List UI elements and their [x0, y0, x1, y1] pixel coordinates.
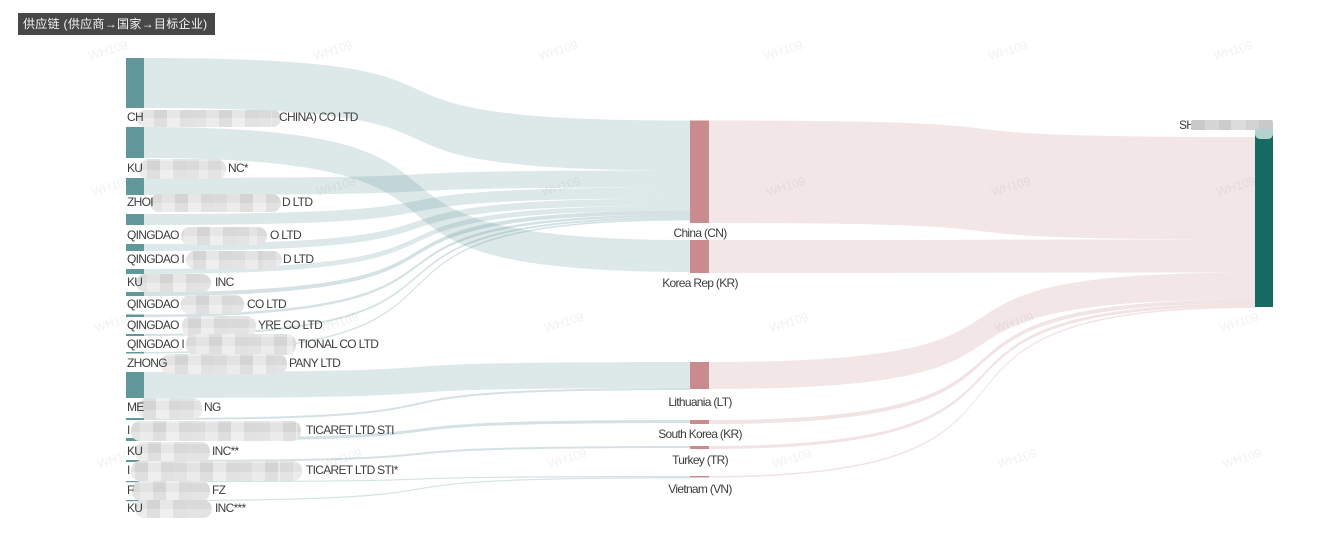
- svg-text:WH109: WH109: [318, 310, 361, 335]
- svg-text:WH109: WH109: [1221, 446, 1264, 471]
- svg-text:WH109: WH109: [90, 174, 133, 199]
- svg-text:WH109: WH109: [1212, 38, 1255, 63]
- svg-text:WH109: WH109: [987, 38, 1030, 63]
- svg-text:WH109: WH109: [762, 38, 805, 63]
- svg-text:WH109: WH109: [312, 38, 355, 63]
- svg-text:WH109: WH109: [996, 446, 1039, 471]
- svg-text:WH109: WH109: [1218, 310, 1261, 335]
- svg-text:WH109: WH109: [543, 310, 586, 335]
- svg-text:WH109: WH109: [768, 310, 811, 335]
- svg-text:WH109: WH109: [87, 38, 130, 63]
- svg-text:WH109: WH109: [537, 38, 580, 63]
